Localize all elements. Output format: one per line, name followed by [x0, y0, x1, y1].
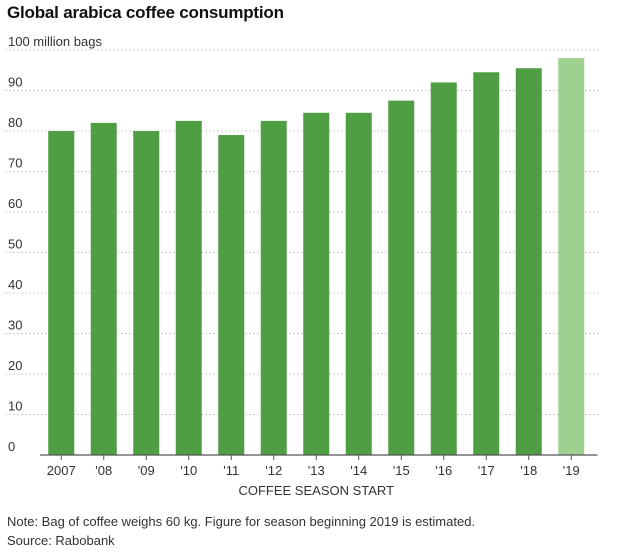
- y-tick-label-10: 10: [8, 399, 22, 414]
- x-tick-label: '18: [520, 463, 537, 478]
- y-tick-label-top: 100 million bags: [8, 34, 102, 49]
- y-tick-label-20: 20: [8, 358, 22, 373]
- x-tick-label: '16: [435, 463, 452, 478]
- y-tick-label-0: 0: [8, 439, 15, 454]
- bar-12: [260, 120, 287, 455]
- bar-13: [303, 112, 330, 456]
- bar-08: [90, 122, 117, 456]
- y-tick-label-90: 90: [8, 75, 22, 90]
- bar-15: [388, 100, 415, 455]
- chart-note: Note: Bag of coffee weighs 60 kg. Figure…: [7, 514, 476, 529]
- y-tick-label-50: 50: [8, 237, 22, 252]
- x-axis-title: COFFEE SEASON START: [238, 483, 394, 498]
- bar-16: [430, 82, 457, 456]
- y-tick-label-30: 30: [8, 318, 22, 333]
- bars: [48, 58, 585, 456]
- gridlines: [5, 49, 600, 415]
- y-tick-label-40: 40: [8, 277, 22, 292]
- x-tick-label: '10: [180, 463, 197, 478]
- x-tick-label: '14: [350, 463, 367, 478]
- bar-chart: 0 10 20 30 40 50 60 70 80 90 100 million bags 2007…: [5, 34, 600, 498]
- x-tick-label: '13: [308, 463, 325, 478]
- x-tick-label: '19: [563, 463, 580, 478]
- bar-2007: [48, 131, 75, 455]
- bar-10: [175, 120, 202, 455]
- bar-19: [558, 58, 585, 455]
- chart-title: Global arabica coffee consumption: [7, 3, 284, 22]
- x-tick-label: '17: [478, 463, 495, 478]
- x-axis-tick-labels: 2007 '08 '09 '10 '11 '12 '13 '14 '15 '16 '17 '18 '19: [47, 455, 580, 478]
- bar-17: [473, 72, 500, 456]
- x-tick-label: 2007: [47, 463, 76, 478]
- bar-11: [218, 135, 245, 456]
- chart-source: Source: Rabobank: [7, 533, 115, 548]
- x-tick-label: '15: [393, 463, 410, 478]
- bar-18: [515, 68, 542, 455]
- y-tick-label-80: 80: [8, 115, 22, 130]
- x-tick-label: '12: [265, 463, 282, 478]
- x-tick-label: '08: [95, 463, 112, 478]
- x-tick-label: '09: [138, 463, 155, 478]
- y-axis-tick-labels: 0 10 20 30 40 50 60 70 80 90 100 million bags: [8, 34, 102, 454]
- x-tick-label: '11: [223, 463, 239, 478]
- bar-09: [133, 131, 160, 455]
- bar-14: [345, 112, 372, 456]
- y-tick-label-70: 70: [8, 156, 22, 171]
- y-tick-label-60: 60: [8, 196, 22, 211]
